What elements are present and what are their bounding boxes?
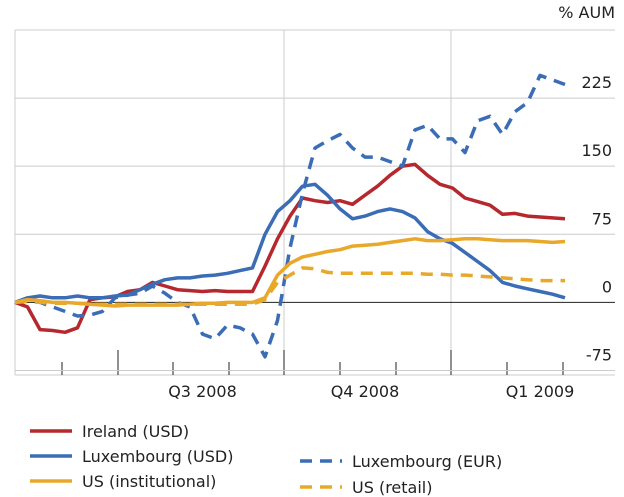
y-tick-label: 150 [581, 141, 612, 160]
series-line [14, 237, 566, 308]
legend-label: Luxembourg (EUR) [352, 452, 502, 471]
legend-label: US (retail) [352, 478, 432, 497]
series-line [14, 266, 565, 306]
y-tick-label: -75 [586, 345, 612, 364]
y-tick-label: 0 [602, 277, 612, 296]
series-line [14, 73, 566, 359]
legend-label: Ireland (USD) [82, 422, 189, 441]
x-tick-label: Q3 2008 [168, 382, 237, 401]
legend-label: Luxembourg (USD) [82, 447, 233, 466]
y-axis-label: % AUM [558, 3, 615, 22]
y-tick-label: 75 [592, 209, 612, 228]
y-tick-label: 225 [581, 73, 612, 92]
x-tick-label: Q1 2009 [506, 382, 575, 401]
series-line [14, 162, 566, 335]
series-line [14, 182, 566, 305]
legend-label: US (institutional) [82, 472, 216, 491]
x-tick-label: Q4 2008 [331, 382, 400, 401]
